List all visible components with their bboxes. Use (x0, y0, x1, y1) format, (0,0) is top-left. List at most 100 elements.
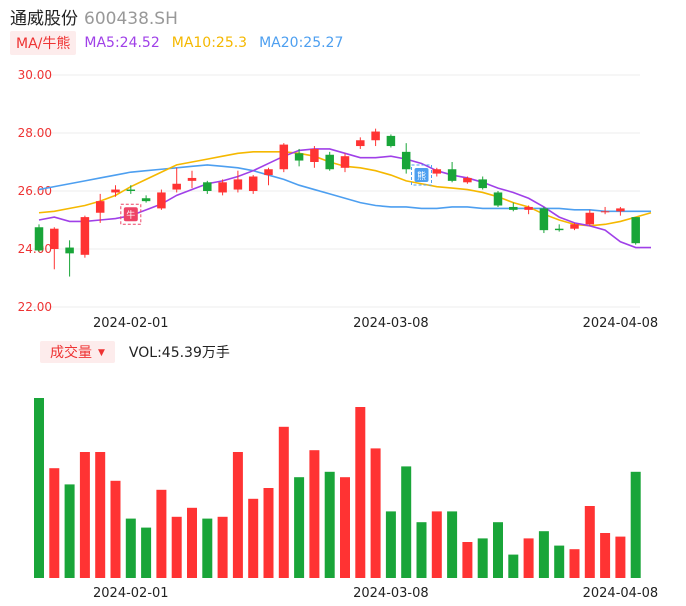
volume-bar (294, 477, 305, 578)
candle (600, 206, 610, 215)
candle (432, 167, 442, 177)
volume-bar (538, 531, 549, 578)
candle (371, 128, 380, 147)
volume-bar (416, 522, 427, 578)
candle-body (478, 179, 487, 189)
candle (340, 153, 350, 173)
candle (80, 215, 90, 258)
x-tick-label: 2024-04-08 (583, 586, 659, 601)
candle-body (524, 206, 533, 210)
bear-badge-bg (414, 168, 429, 183)
volume-bar (508, 554, 519, 578)
volume-bar (523, 538, 534, 578)
candle (126, 185, 136, 194)
volume-bar (110, 480, 121, 578)
candle (478, 176, 487, 190)
bear-badge-frame (411, 164, 432, 186)
y-tick-label: 22.00 (18, 300, 52, 314)
candle-body (356, 140, 365, 147)
candle-body (310, 148, 319, 162)
candle (447, 162, 457, 183)
candle-body (50, 228, 59, 249)
volume-bar (79, 452, 90, 578)
candle (631, 217, 640, 245)
candle-body (187, 177, 197, 181)
candle (172, 167, 181, 193)
candle-body (447, 169, 457, 181)
x-tick-label: 2024-03-08 (353, 586, 429, 601)
candle-body (111, 189, 120, 193)
bull-badge-bg (123, 207, 138, 222)
candle (570, 222, 579, 231)
candle-body (616, 208, 625, 212)
volume-bar (248, 498, 259, 578)
y-tick-label: 28.00 (18, 126, 52, 140)
candle (585, 209, 595, 226)
candle-body (631, 217, 640, 244)
volume-bar (95, 452, 106, 578)
candle (248, 175, 258, 194)
volume-value: VOL:45.39万手 (128, 345, 230, 361)
stock-code: 600438.SH (84, 9, 178, 29)
candle-body (554, 228, 564, 231)
volume-bar (493, 522, 503, 578)
candle-body (203, 182, 212, 191)
candle (50, 227, 59, 270)
volume-bar (630, 471, 641, 578)
ma-indicator-selector[interactable]: MA/牛熊 (10, 31, 77, 55)
candle-body (570, 224, 579, 229)
candle-body (233, 179, 243, 190)
volume-bar (584, 506, 595, 578)
candle (233, 170, 243, 193)
candle (401, 143, 411, 174)
candle (616, 206, 625, 216)
y-tick-label: 26.00 (18, 184, 52, 198)
candle (294, 148, 304, 167)
volume-indicator-selector[interactable]: 成交量 ▼ (40, 341, 115, 363)
candle (509, 202, 518, 212)
volume-bar (324, 471, 335, 578)
x-tick-label: 2024-04-08 (583, 316, 659, 331)
volume-bar (125, 518, 136, 578)
candle-body (248, 176, 258, 191)
ma10-legend: MA10:25.3 (171, 35, 248, 51)
candle-body (126, 189, 136, 191)
candle-body (585, 212, 595, 225)
candle-body (340, 156, 350, 168)
ma20-legend: MA20:25.27 (259, 35, 344, 51)
candle-body (172, 183, 181, 190)
candle-body (294, 153, 304, 161)
candle (187, 170, 197, 189)
volume-legend: 成交量 ▼ VOL:45.39万手 (40, 341, 230, 363)
x-tick-label: 2024-03-08 (353, 316, 429, 331)
volume-bar (278, 426, 289, 578)
stock-title: 通威股份 600438.SH (10, 4, 178, 29)
candle (356, 137, 365, 149)
candle-body (65, 247, 74, 254)
ma20-line (38, 164, 651, 213)
candle (264, 167, 273, 186)
candle-body (386, 135, 396, 147)
candle (279, 143, 289, 173)
bull-badge-label: 牛 (126, 209, 135, 221)
volume-bar (385, 511, 396, 578)
stock-name: 通威股份 (10, 9, 78, 29)
candle-body (600, 211, 610, 213)
candle-body (95, 201, 105, 213)
candle (310, 146, 319, 168)
volume-bar (64, 484, 75, 578)
volume-bar (171, 516, 182, 578)
caret-down-icon: ▼ (98, 348, 105, 358)
candle (463, 176, 472, 184)
volume-bar (355, 407, 366, 578)
candle-body (34, 227, 44, 251)
candle-body (279, 144, 289, 170)
volume-bar (370, 448, 381, 578)
candle-body (218, 182, 227, 193)
candle (65, 240, 74, 277)
bear-badge-label: 熊 (417, 170, 426, 182)
candle (203, 180, 212, 194)
volume-bar (156, 489, 167, 578)
volume-bar (554, 545, 565, 578)
